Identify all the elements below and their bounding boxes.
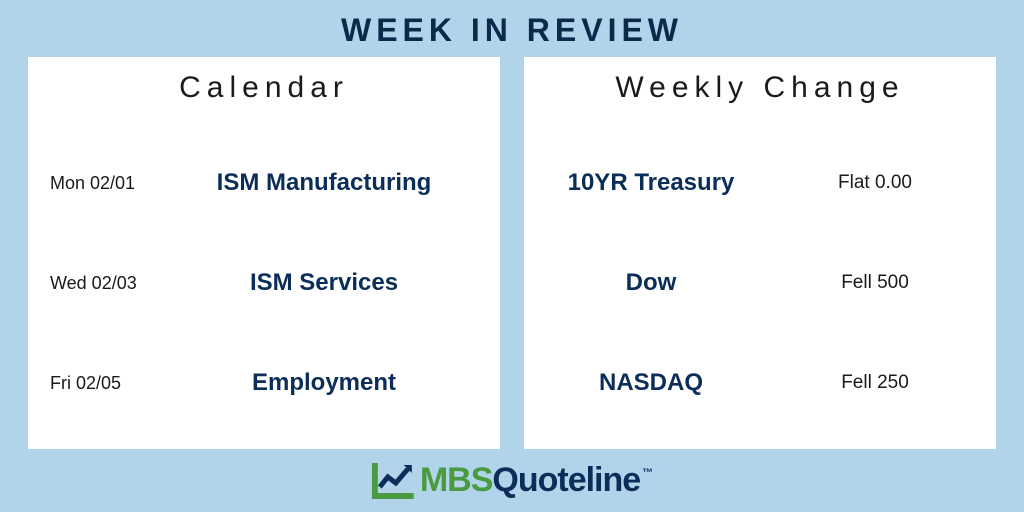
calendar-event: Employment — [180, 368, 488, 398]
calendar-row: Wed 02/03 ISM Services — [40, 243, 488, 323]
calendar-panel: Calendar Mon 02/01 ISM Manufacturing Wed… — [28, 57, 500, 449]
weekly-change-value: Fell 250 — [766, 372, 984, 394]
chart-icon — [372, 463, 414, 499]
weekly-change-value: Fell 500 — [766, 272, 984, 294]
weekly-change-row: NASDAQ Fell 250 — [536, 343, 984, 423]
logo: MBSQuoteline™ — [372, 461, 652, 500]
weekly-change-row: 10YR Treasury Flat 0.00 — [536, 143, 984, 223]
logo-text: MBSQuoteline™ — [420, 461, 652, 500]
calendar-rows: Mon 02/01 ISM Manufacturing Wed 02/03 IS… — [40, 133, 488, 433]
logo-quoteline: Quoteline — [492, 461, 640, 500]
calendar-row: Fri 02/05 Employment — [40, 343, 488, 423]
calendar-event: ISM Services — [180, 268, 488, 298]
weekly-change-name: 10YR Treasury — [536, 168, 766, 198]
weekly-change-name: NASDAQ — [536, 368, 766, 398]
calendar-date: Wed 02/03 — [40, 273, 180, 294]
calendar-title: Calendar — [40, 71, 488, 105]
logo-mbs: MBS — [420, 461, 493, 500]
weekly-change-panel: Weekly Change 10YR Treasury Flat 0.00 Do… — [524, 57, 996, 449]
weekly-change-name: Dow — [536, 268, 766, 298]
panels-container: Calendar Mon 02/01 ISM Manufacturing Wed… — [0, 57, 1024, 449]
weekly-change-value: Flat 0.00 — [766, 172, 984, 194]
calendar-row: Mon 02/01 ISM Manufacturing — [40, 143, 488, 223]
weekly-change-rows: 10YR Treasury Flat 0.00 Dow Fell 500 NAS… — [536, 133, 984, 433]
calendar-event: ISM Manufacturing — [180, 168, 488, 198]
logo-tm: ™ — [642, 467, 652, 479]
calendar-date: Mon 02/01 — [40, 173, 180, 194]
calendar-date: Fri 02/05 — [40, 373, 180, 394]
weekly-change-row: Dow Fell 500 — [536, 243, 984, 323]
weekly-change-title: Weekly Change — [536, 71, 984, 105]
page-title: WEEK IN REVIEW — [0, 0, 1024, 57]
